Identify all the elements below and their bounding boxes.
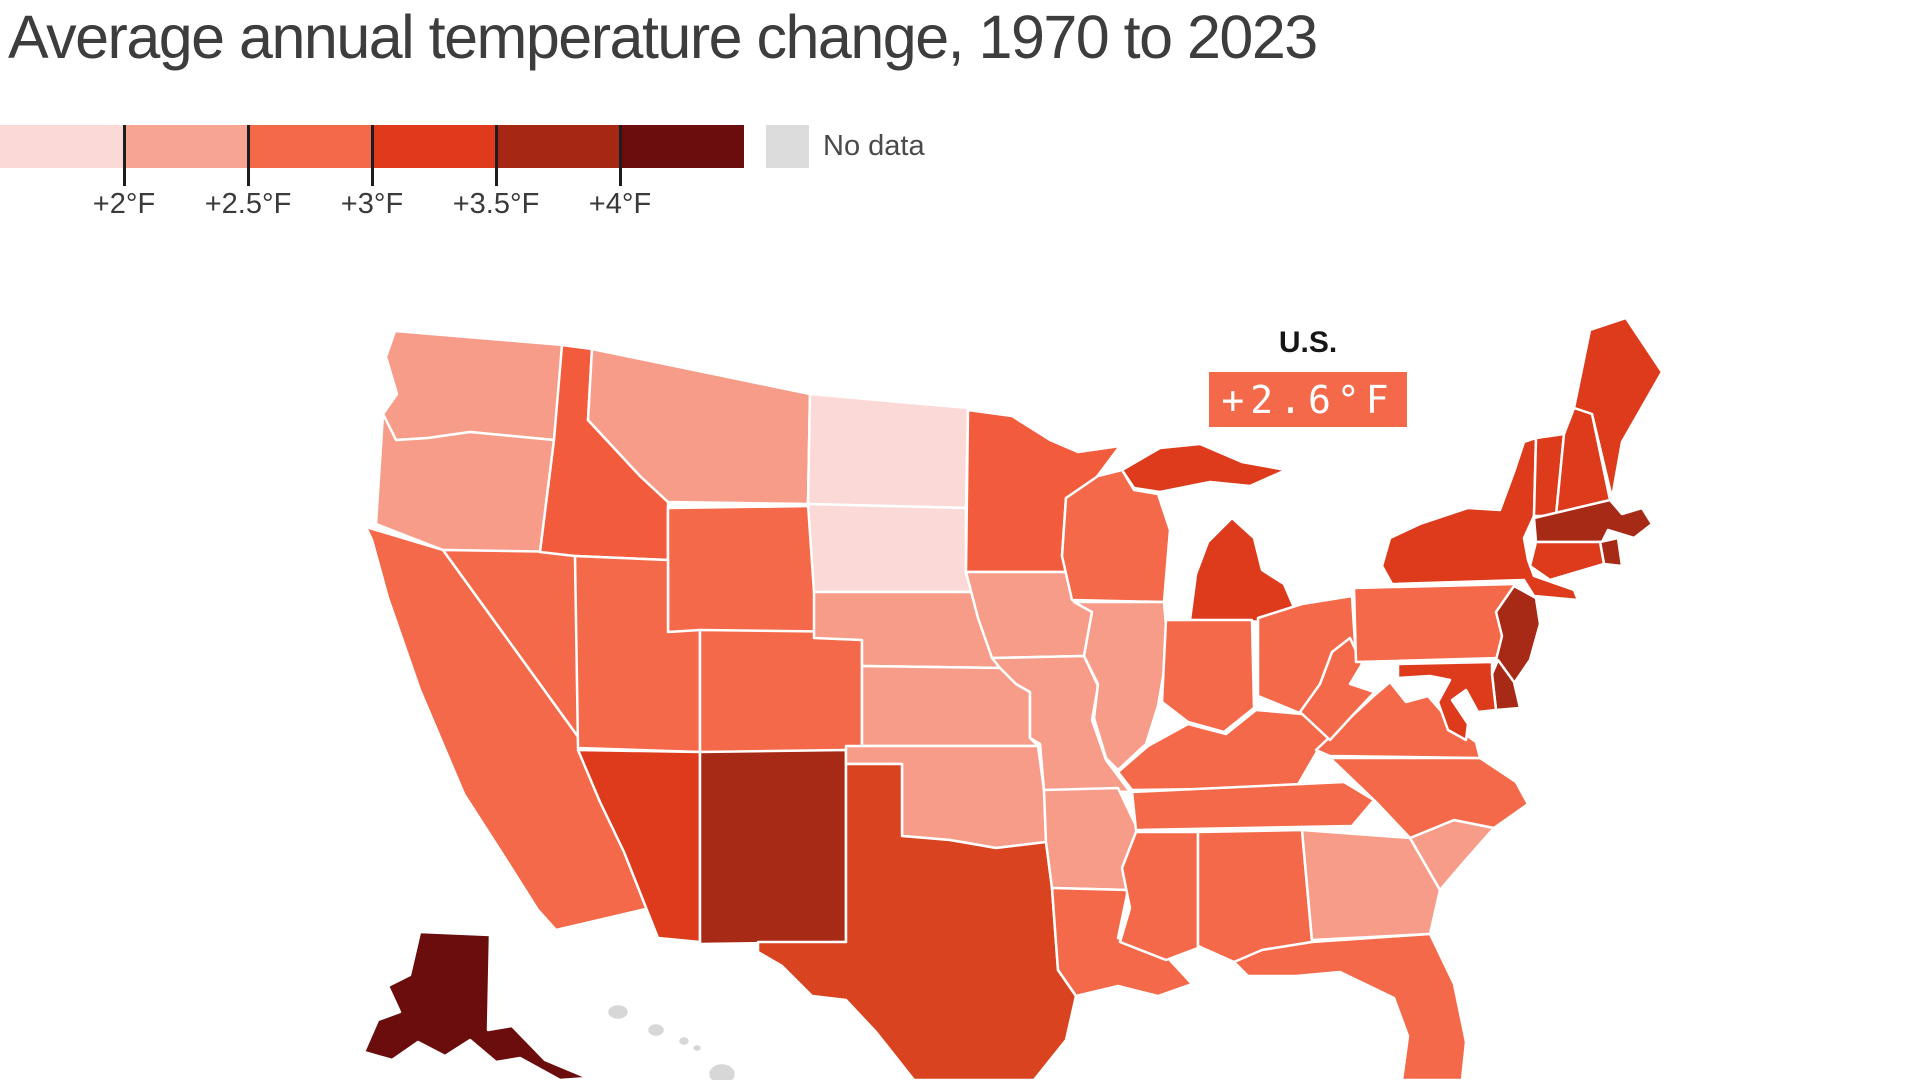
legend-segment-0: [0, 125, 124, 168]
page-title: Average annual temperature change, 1970 …: [8, 3, 1318, 71]
state-AK[interactable]: Alaska: [362, 930, 590, 1080]
state-SD[interactable]: South Dakota: [806, 502, 976, 594]
legend-no-data-label: No data: [823, 130, 925, 162]
state-WA[interactable]: Washington: [381, 329, 565, 442]
legend-tick: [495, 125, 498, 186]
state-ND[interactable]: North Dakota: [806, 392, 970, 510]
legend-tick-label: +4°F: [588, 188, 652, 220]
legend-tick-label: +3°F: [340, 188, 404, 220]
state-MD[interactable]: Maryland: [1396, 660, 1498, 742]
legend-segment-4: [496, 125, 620, 168]
state-HI[interactable]: [645, 1021, 667, 1039]
legend-segment-5: [620, 125, 744, 168]
state-WI[interactable]: Wisconsin: [1060, 468, 1172, 604]
legend-tick: [123, 125, 126, 186]
state-VA[interactable]: Virginia: [1314, 680, 1482, 760]
legend-segment-3: [372, 125, 496, 168]
legend-tick: [371, 125, 374, 186]
state-IN[interactable]: Indiana: [1160, 618, 1256, 734]
state-MI[interactable]: Michigan: [1188, 516, 1298, 624]
state-HI[interactable]: [676, 1034, 692, 1048]
state-FL[interactable]: Florida: [1232, 932, 1468, 1080]
state-WV[interactable]: West Virginia: [1298, 636, 1388, 742]
legend-tick-label: +2.5°F: [204, 188, 292, 220]
legend-segment-1: [124, 125, 248, 168]
state-MS[interactable]: Mississippi: [1118, 830, 1200, 962]
legend-tick: [247, 125, 250, 186]
state-WY[interactable]: Wyoming: [666, 504, 818, 634]
state-TX[interactable]: Texas: [756, 762, 1078, 1080]
us-average-value-badge: +2.6°F: [1209, 372, 1407, 427]
state-NC[interactable]: North Carolina: [1328, 756, 1530, 840]
legend-color-bar: [0, 125, 744, 168]
us-average-label-wrap: U.S.: [1209, 326, 1407, 360]
state-CT[interactable]: Connecticut: [1528, 540, 1606, 582]
state-HI[interactable]: [690, 1042, 704, 1054]
state-PA[interactable]: Pennsylvania: [1352, 582, 1518, 664]
legend-tick-label: +2°F: [92, 188, 156, 220]
state-HI[interactable]: [605, 1002, 631, 1022]
state-TN[interactable]: Tennessee: [1130, 780, 1376, 832]
us-average-label: U.S.: [1278, 326, 1338, 359]
state-CO[interactable]: Colorado: [698, 628, 864, 756]
legend-tick-label: +3.5°F: [452, 188, 540, 220]
legend-segment-2: [248, 125, 372, 168]
state-HI[interactable]: [706, 1061, 738, 1080]
state-NY[interactable]: New York: [1380, 436, 1580, 602]
state-MI[interactable]: Michigan: [1120, 442, 1288, 494]
state-NM[interactable]: New Mexico: [698, 748, 848, 946]
legend-tick: [619, 125, 622, 186]
legend-no-data-swatch: [766, 125, 809, 168]
state-GA[interactable]: Georgia: [1300, 828, 1442, 942]
